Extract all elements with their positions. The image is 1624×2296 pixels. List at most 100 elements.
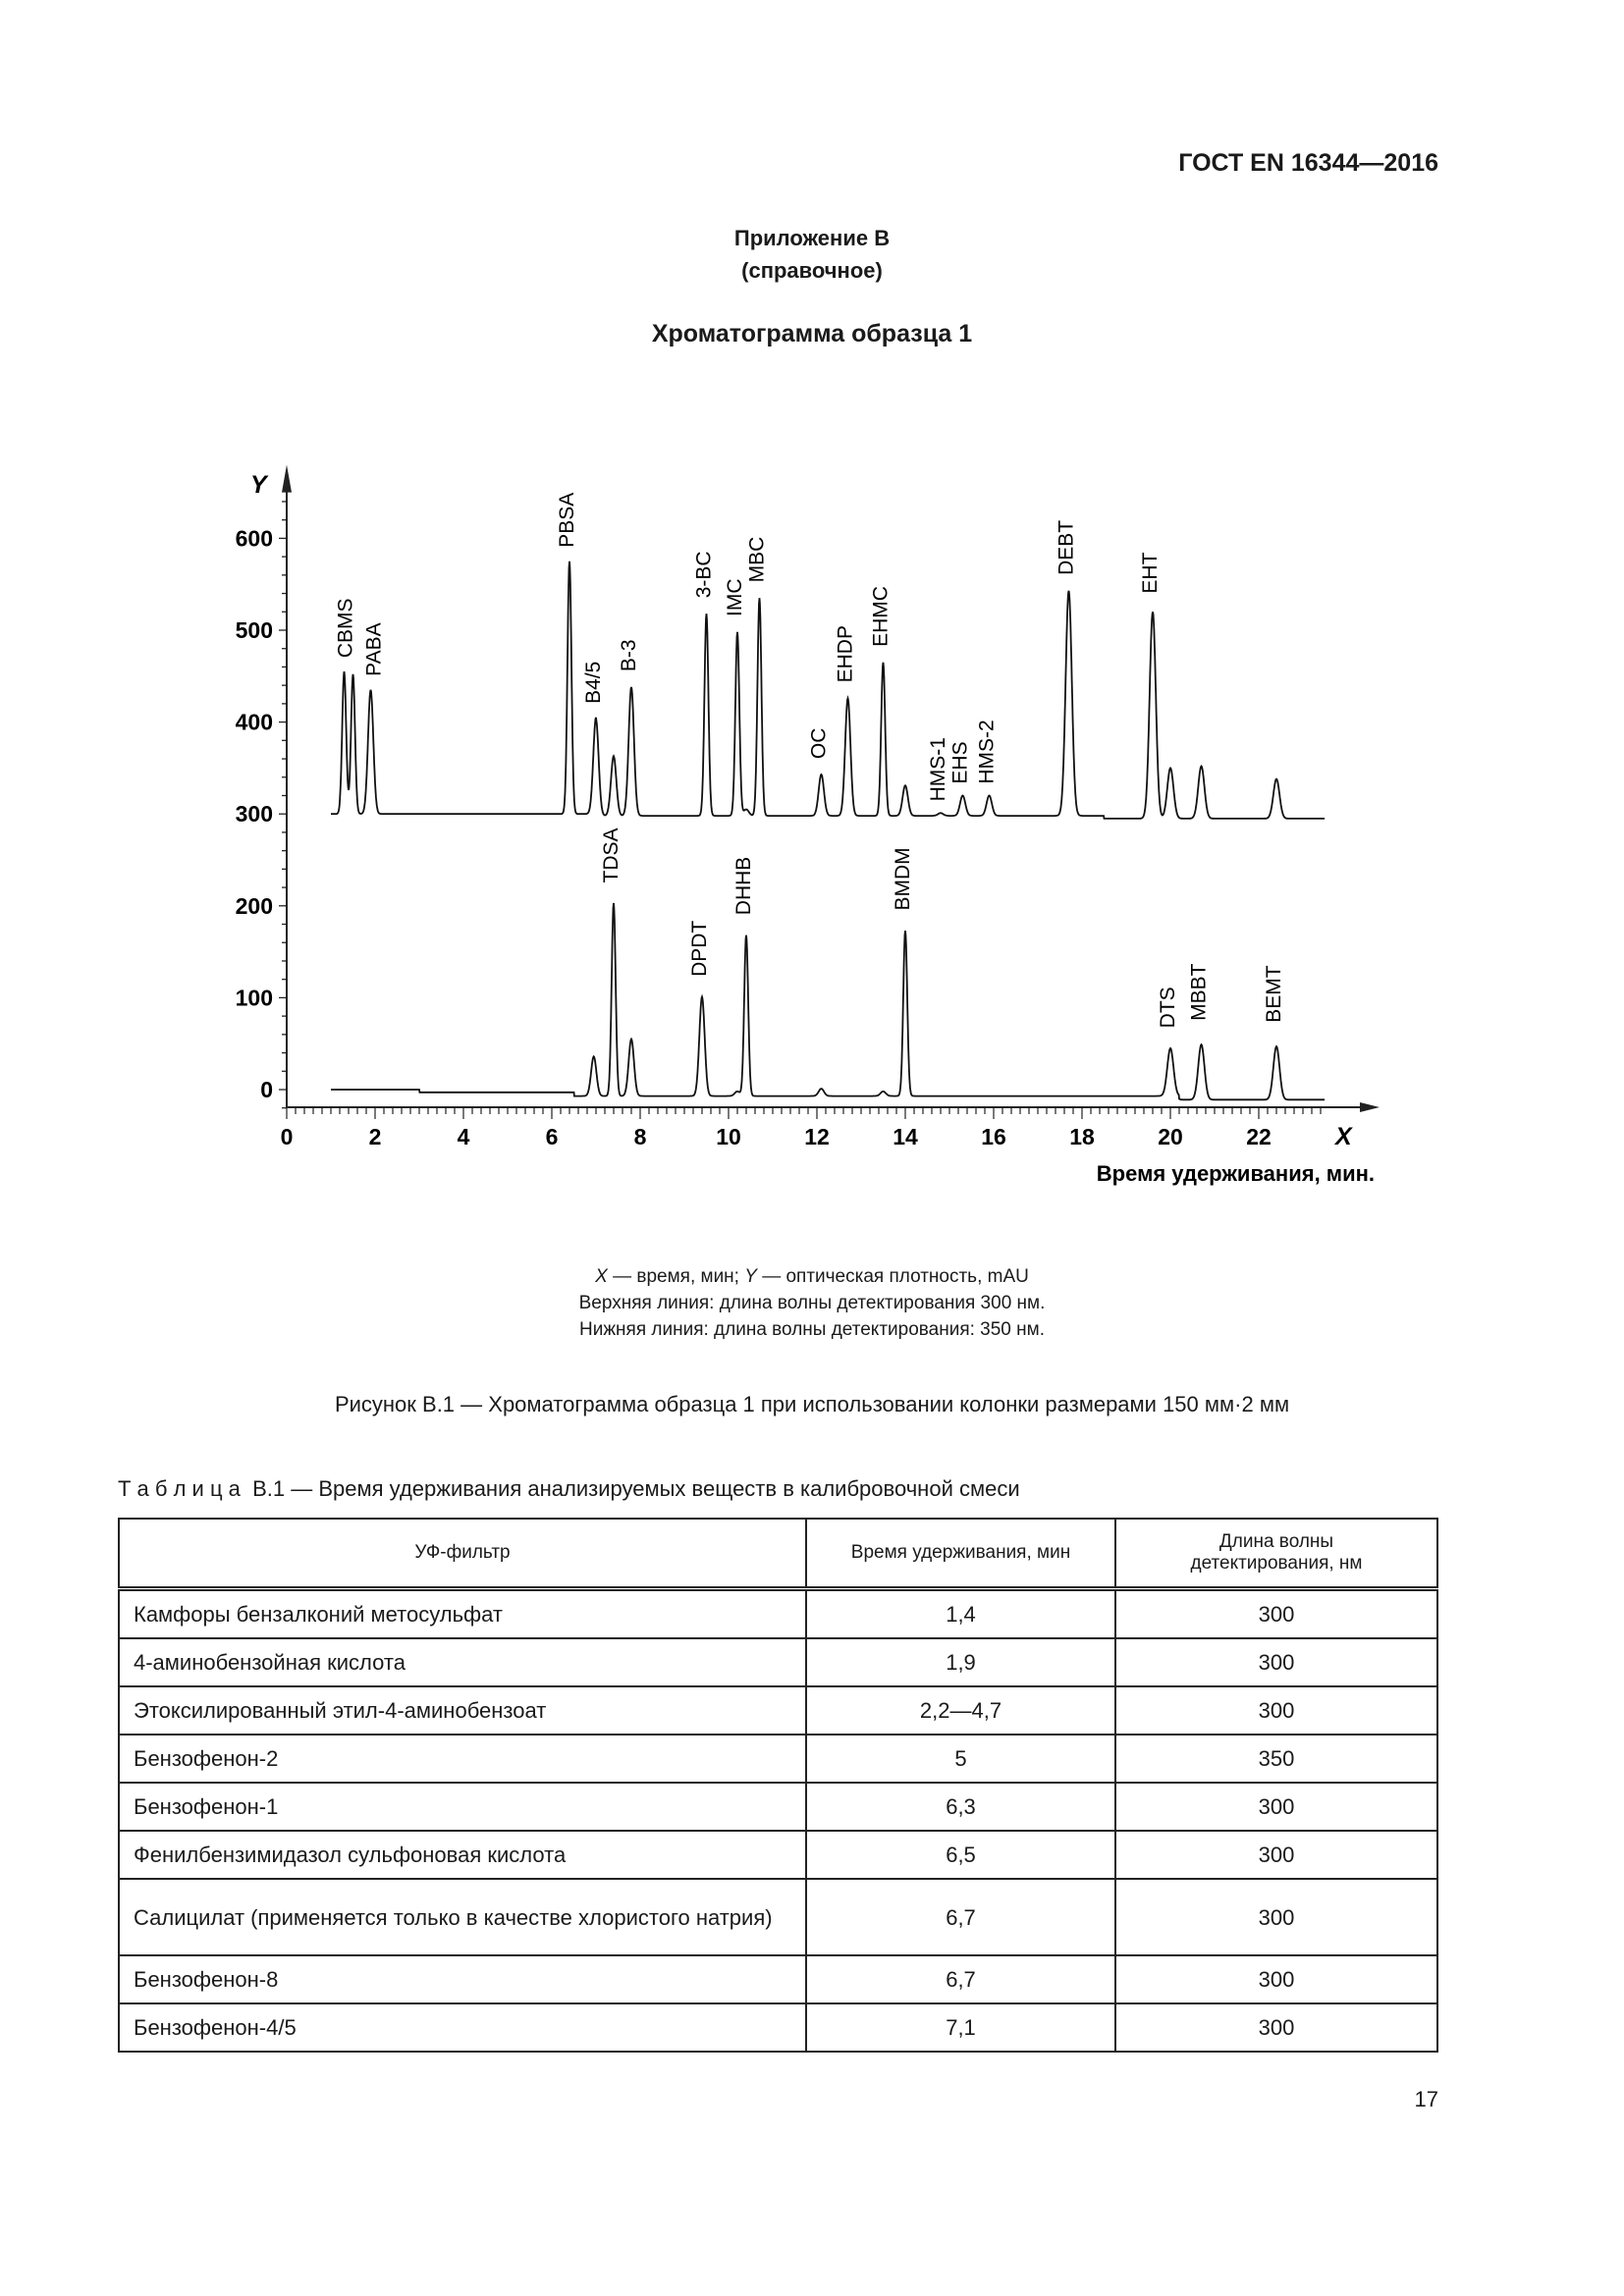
axes: 0 100 200 300 400 500 600 0 2 4 6 8 10 12 14 16 18 20 22 X Y <box>236 464 1380 1150</box>
y-letter: Y <box>744 1266 757 1287</box>
legend-text: — оптическая плотность, mAU <box>756 1266 1029 1287</box>
peak-label: DPDT <box>688 921 711 977</box>
legend-line-2: Верхняя линия: длина волны детектировани… <box>578 1293 1046 1313</box>
legend-text: — время, мин; <box>607 1266 745 1287</box>
peak-label: TDSA <box>600 828 623 882</box>
cell-retention: 6,7 <box>805 1954 1116 2004</box>
x-tick-label: 6 <box>546 1124 559 1149</box>
x-letter: X <box>595 1266 608 1287</box>
x-axis-arrow-icon <box>1360 1102 1380 1112</box>
x-axis-title: Время удерживания, мин. <box>1097 1161 1375 1186</box>
peak-label: DHHB <box>732 857 755 916</box>
x-tick-label: 20 <box>1158 1124 1183 1149</box>
header-retention: Время удерживания, мин <box>805 1518 1116 1591</box>
peak-label: CBMS <box>335 598 357 658</box>
cell-retention: 6,7 <box>805 1878 1116 1956</box>
figure-caption: Рисунок В.1 — Хроматограмма образца 1 пр… <box>334 1392 1290 1416</box>
page-number: 17 <box>1414 2087 1438 2111</box>
peak-label: HMS-2 <box>976 720 999 783</box>
peak-label: PABA <box>363 622 386 675</box>
table-row: 4-аминобензойная кислота 1,9 300 <box>118 1637 1438 1687</box>
cell-retention: 7,1 <box>805 2002 1116 2053</box>
x-tick-label: 4 <box>458 1124 470 1149</box>
traces <box>331 561 1326 1101</box>
y-tick-label: 600 <box>236 525 273 551</box>
table-row: Фенилбензимидазол сульфоновая кислота 6,5… <box>118 1830 1438 1880</box>
cell-wavelength: 300 <box>1114 1830 1438 1880</box>
peak-label: IMC <box>724 579 746 617</box>
peak-label: EHT <box>1139 552 1162 593</box>
legend-line-1: X — время, мин; Y — оптическая плотность… <box>0 1266 1624 1288</box>
cell-wavelength: 350 <box>1114 1734 1438 1784</box>
y-tick-label: 100 <box>236 985 273 1010</box>
table-row: Бензофенон-1 6,3 300 <box>118 1782 1438 1832</box>
document-code: ГОСТ EN 16344—2016 <box>1178 149 1438 177</box>
peak-label: BEMT <box>1263 965 1285 1023</box>
peak-label: 3-BC <box>693 551 716 598</box>
cell-filter: Этоксилированный этил-4-аминобензоат <box>118 1685 807 1735</box>
y-axis-letter: Y <box>250 471 269 499</box>
x-tick-label: 0 <box>281 1124 294 1149</box>
x-tick-label: 2 <box>369 1124 382 1149</box>
x-tick-label: 16 <box>981 1124 1006 1149</box>
cell-filter: Бензофенон-4/5 <box>118 2002 807 2053</box>
annex-note: (справочное) <box>741 258 883 283</box>
cell-retention: 2,2—4,7 <box>805 1685 1116 1735</box>
trace-lower <box>331 902 1326 1101</box>
chromatogram-chart: 0 100 200 300 400 500 600 0 2 4 6 8 10 12 14 16 18 20 22 X Y… <box>236 464 1380 1186</box>
y-tick-label: 500 <box>236 617 273 643</box>
x-axis-letter: X <box>1333 1123 1353 1150</box>
cell-wavelength: 300 <box>1114 1587 1438 1639</box>
cell-wavelength: 300 <box>1114 1685 1438 1735</box>
header-wavelength: Длина волны детектирования, нм <box>1114 1518 1438 1591</box>
peak-label: MBC <box>746 537 769 583</box>
cell-filter: Бензофенон-8 <box>118 1954 807 2004</box>
cell-filter: Бензофенон-2 <box>118 1734 807 1784</box>
peak-label: B-3 <box>618 639 640 671</box>
table-row: Салицилат (применяется только в качестве… <box>118 1878 1438 1956</box>
cell-filter: Бензофенон-1 <box>118 1782 807 1832</box>
cell-retention: 6,5 <box>805 1830 1116 1880</box>
cell-retention: 6,3 <box>805 1782 1116 1832</box>
table-title: Т а б л и ц а В.1 — Время удерживания ан… <box>118 1476 1020 1501</box>
peak-label: EHS <box>949 741 972 783</box>
peak-label: OC <box>808 728 831 760</box>
table-row: Бензофенон-4/5 7,1 300 <box>118 2002 1438 2053</box>
cell-filter: Камфоры бензалконий метосульфат <box>118 1587 807 1639</box>
table-row: Этоксилированный этил-4-аминобензоат 2,2—… <box>118 1685 1438 1735</box>
cell-retention: 1,9 <box>805 1637 1116 1687</box>
cell-retention: 5 <box>805 1734 1116 1784</box>
peak-label: B4/5 <box>582 662 605 704</box>
peak-label: BMDM <box>892 847 914 910</box>
figure-heading: Хроматограмма образца 1 <box>651 320 973 347</box>
trace-upper <box>331 561 1326 820</box>
cell-filter: Салицилат (применяется только в качестве… <box>118 1878 807 1956</box>
header-filter: УФ-фильтр <box>118 1518 807 1591</box>
x-tick-label: 14 <box>893 1124 918 1149</box>
legend-line-3: Нижняя линия: длина волны детектирования… <box>579 1319 1045 1340</box>
cell-wavelength: 300 <box>1114 1782 1438 1832</box>
cell-wavelength: 300 <box>1114 2002 1438 2053</box>
peak-label: EHMC <box>870 586 893 647</box>
x-tick-label: 18 <box>1069 1124 1095 1149</box>
retention-table: УФ-фильтр Время удерживания, мин Длина в… <box>118 1518 1438 2053</box>
peak-label: EHDP <box>835 625 857 682</box>
annex-title: Приложение В <box>733 226 891 250</box>
cell-filter: Фенилбензимидазол сульфоновая кислота <box>118 1830 807 1880</box>
table-row: Бензофенон-8 6,7 300 <box>118 1954 1438 2004</box>
peak-label: HMS-1 <box>927 737 949 801</box>
x-tick-label: 22 <box>1246 1124 1272 1149</box>
y-tick-label: 200 <box>236 893 273 919</box>
y-tick-label: 400 <box>236 710 273 735</box>
peak-label: DTS <box>1157 987 1179 1028</box>
y-tick-label: 300 <box>236 801 273 827</box>
x-tick-label: 12 <box>804 1124 830 1149</box>
cell-wavelength: 300 <box>1114 1637 1438 1687</box>
y-tick-label: 0 <box>260 1077 273 1102</box>
x-tick-label: 8 <box>634 1124 647 1149</box>
cell-retention: 1,4 <box>805 1587 1116 1639</box>
table-row: Камфоры бензалконий метосульфат 1,4 300 <box>118 1587 1438 1639</box>
cell-wavelength: 300 <box>1114 1878 1438 1956</box>
cell-filter: 4-аминобензойная кислота <box>118 1637 807 1687</box>
